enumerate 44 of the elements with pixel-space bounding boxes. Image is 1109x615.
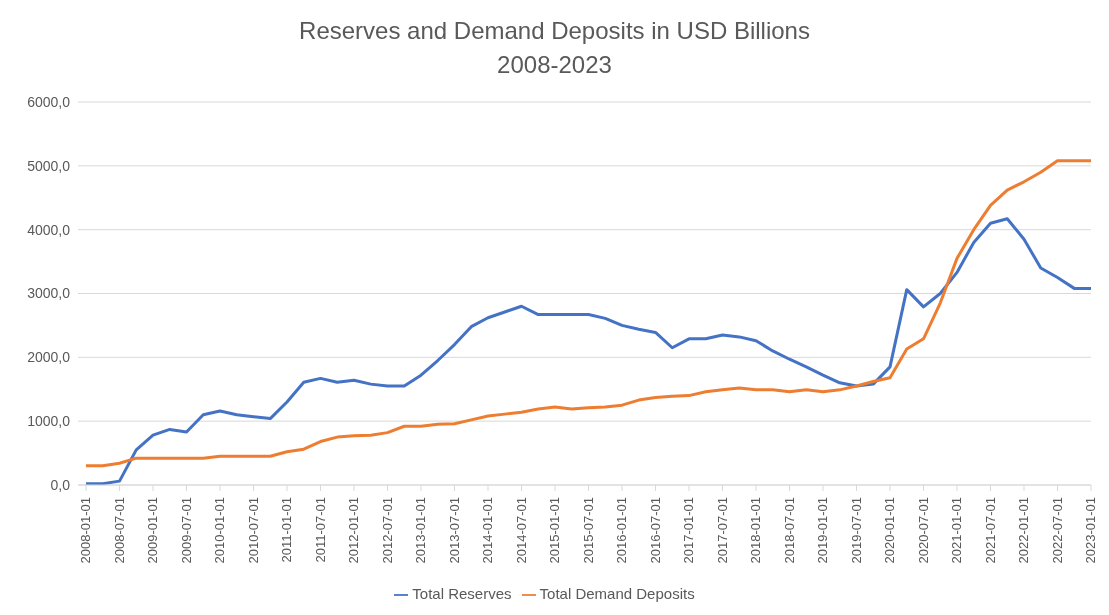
y-tick-label: 2000,0 — [27, 349, 71, 366]
x-tick-label: 2009-01-01 — [145, 496, 160, 564]
legend-label: Total Demand Deposits — [539, 584, 695, 602]
x-tick-label: 2018-01-01 — [748, 496, 763, 564]
x-tick-label: 2015-01-01 — [547, 496, 562, 564]
x-tick-label: 2011-07-01 — [312, 496, 328, 563]
legend-label: Total Reserves — [412, 584, 512, 602]
y-tick-label: 3000,0 — [27, 285, 71, 302]
x-tick-label: 2017-01-01 — [681, 496, 696, 564]
x-tick-label: 2021-01-01 — [949, 496, 964, 564]
x-tick-label: 2009-07-01 — [178, 496, 194, 564]
x-tick-label: 2013-07-01 — [446, 496, 462, 564]
x-tick-label: 2022-07-01 — [1049, 496, 1065, 564]
x-tick-label: 2013-01-01 — [413, 496, 428, 564]
x-tick-label: 2011-01-01 — [279, 496, 294, 563]
x-tick-label: 2016-01-01 — [614, 496, 629, 564]
x-tick-label: 2017-07-01 — [714, 496, 730, 564]
x-tick-label: 2008-07-01 — [111, 496, 127, 564]
x-tick-label: 2014-01-01 — [480, 496, 495, 564]
chart-title: Reserves and Demand Deposits in USD Billions — [298, 16, 811, 46]
x-tick-label: 2012-07-01 — [379, 496, 395, 564]
y-tick-label: 1000,0 — [27, 413, 71, 430]
x-tick-label: 2019-01-01 — [815, 496, 830, 564]
y-tick-label: 0,0 — [50, 476, 71, 493]
y-tick-label: 5000,0 — [27, 157, 71, 174]
x-tick-label: 2018-07-01 — [781, 496, 797, 564]
x-tick-label: 2008-01-01 — [78, 496, 93, 564]
x-tick-label: 2023-01-01 — [1083, 496, 1098, 564]
x-tick-label: 2021-07-01 — [982, 496, 998, 564]
x-tick-label: 2020-01-01 — [882, 496, 897, 564]
y-tick-label: 6000,0 — [27, 93, 71, 110]
x-tick-label: 2016-07-01 — [647, 496, 663, 564]
x-tick-label: 2020-07-01 — [915, 496, 931, 564]
line-series — [84, 159, 1093, 468]
x-tick-label: 2014-07-01 — [513, 496, 529, 564]
chart-subtitle: 2008-2023 — [496, 50, 613, 80]
x-tick-label: 2010-01-01 — [212, 496, 227, 564]
x-tick-label: 2019-07-01 — [848, 496, 864, 564]
y-tick-label: 4000,0 — [27, 221, 71, 238]
x-tick-label: 2012-01-01 — [346, 496, 361, 564]
x-tick-label: 2015-07-01 — [580, 496, 596, 564]
x-tick-label: 2010-07-01 — [245, 496, 261, 564]
line-series — [84, 217, 1093, 485]
x-tick-label: 2022-01-01 — [1016, 496, 1031, 564]
